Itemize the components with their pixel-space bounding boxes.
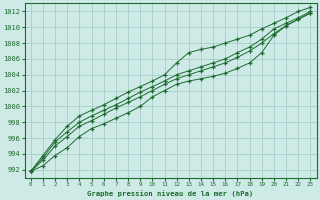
X-axis label: Graphe pression niveau de la mer (hPa): Graphe pression niveau de la mer (hPa) (87, 190, 254, 197)
